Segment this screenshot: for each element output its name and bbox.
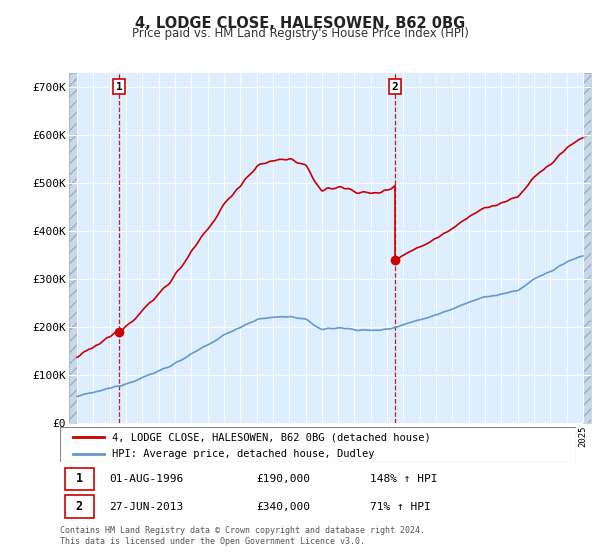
Text: 4, LODGE CLOSE, HALESOWEN, B62 0BG: 4, LODGE CLOSE, HALESOWEN, B62 0BG [135, 16, 465, 31]
Text: 1: 1 [76, 473, 83, 486]
Text: 2: 2 [76, 500, 83, 513]
Text: £190,000: £190,000 [256, 474, 310, 484]
Text: 71% ↑ HPI: 71% ↑ HPI [370, 502, 430, 511]
Text: 4, LODGE CLOSE, HALESOWEN, B62 0BG (detached house): 4, LODGE CLOSE, HALESOWEN, B62 0BG (deta… [112, 432, 430, 442]
Bar [65, 468, 94, 490]
Text: 1: 1 [116, 82, 122, 91]
Text: 01-AUG-1996: 01-AUG-1996 [109, 474, 183, 484]
Text: 27-JUN-2013: 27-JUN-2013 [109, 502, 183, 511]
Text: Price paid vs. HM Land Registry's House Price Index (HPI): Price paid vs. HM Land Registry's House … [131, 27, 469, 40]
Bar [65, 496, 94, 517]
Text: Contains HM Land Registry data © Crown copyright and database right 2024.
This d: Contains HM Land Registry data © Crown c… [60, 526, 425, 546]
Text: 2: 2 [392, 82, 398, 91]
Text: 148% ↑ HPI: 148% ↑ HPI [370, 474, 437, 484]
Text: HPI: Average price, detached house, Dudley: HPI: Average price, detached house, Dudl… [112, 449, 374, 459]
Text: £340,000: £340,000 [256, 502, 310, 511]
